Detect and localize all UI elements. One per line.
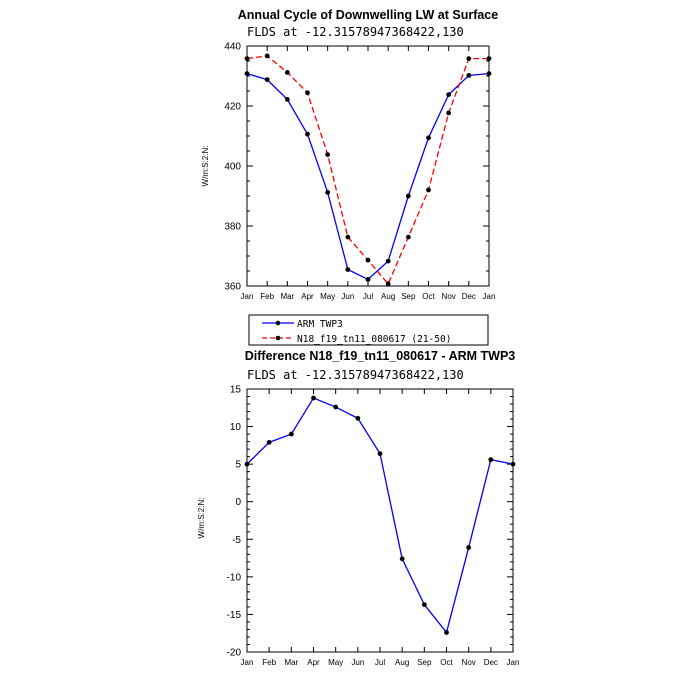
y-axis-label: W/m:S:2:N: xyxy=(197,498,206,539)
data-point xyxy=(284,97,290,102)
panel-difference: Difference N18_f19_tn11_080617 - ARM TWP… xyxy=(197,349,519,667)
legend-label-arm: ARM TWP3 xyxy=(297,319,343,330)
axes-ticks: Jan Feb Mar Apr May Jun Jul Aug Sep Oct Nov Dec Jan-… xyxy=(227,385,520,668)
y-tick-label: -5 xyxy=(232,535,241,546)
y-tick-label: -10 xyxy=(227,572,242,583)
data-point xyxy=(264,53,270,59)
data-point xyxy=(421,602,427,608)
data-point xyxy=(355,415,361,421)
x-tick-label: Sep xyxy=(417,658,432,667)
data-point xyxy=(444,630,449,635)
legend-label-model: N18_f19_tn11_080617 (21-50) xyxy=(297,334,451,345)
data-point xyxy=(311,395,316,401)
legend-marker-model xyxy=(275,335,281,341)
data-point xyxy=(266,439,272,445)
y-tick-label: 15 xyxy=(230,385,242,396)
data-point xyxy=(488,457,494,463)
data-point xyxy=(466,56,472,61)
x-tick-label: Aug xyxy=(395,658,409,667)
x-tick-label: Jun xyxy=(351,658,364,667)
chart-title: Difference N18_f19_tn11_080617 - ARM TWP… xyxy=(245,349,516,363)
data-point xyxy=(385,258,391,264)
y-tick-label: 10 xyxy=(230,422,242,433)
y-tick-label: 420 xyxy=(224,102,241,113)
y-axis-label: W/m:S:2:N: xyxy=(201,146,210,187)
data-point xyxy=(333,404,339,410)
chart-subtitle: FLDS at -12.31578947368422,130 xyxy=(247,25,464,39)
x-tick-label: Sep xyxy=(401,292,416,301)
x-tick-label: Aug xyxy=(381,292,395,301)
data-point xyxy=(466,73,472,78)
x-tick-label: Oct xyxy=(440,658,453,667)
axes-ticks: Jan Feb Mar Apr May Jun Jul Aug Sep Oct Nov Dec Jan3… xyxy=(224,42,495,302)
legend: ARM TWP3 N18_f19_tn11_080617 (21-50) xyxy=(248,314,489,346)
x-tick-label: Jan xyxy=(483,292,496,301)
x-tick-label: May xyxy=(328,658,343,667)
data-point xyxy=(385,281,391,287)
panel-annual-cycle: Annual Cycle of Downwelling LW at Surfac… xyxy=(201,8,498,346)
legend-box xyxy=(248,314,489,346)
data-point xyxy=(365,257,371,263)
x-tick-label: Nov xyxy=(442,292,456,301)
y-tick-label: 400 xyxy=(224,162,241,173)
data-point xyxy=(325,190,331,195)
chart-subtitle: FLDS at -12.31578947368422,130 xyxy=(247,368,464,382)
y-tick-label: 440 xyxy=(224,42,241,53)
y-tick-label: 0 xyxy=(235,497,241,508)
data-point xyxy=(446,92,452,97)
series-line-0 xyxy=(246,72,490,281)
x-tick-label: Feb xyxy=(262,658,276,667)
x-tick-label: Mar xyxy=(280,292,294,301)
data-point xyxy=(365,277,371,282)
data-point xyxy=(399,556,405,562)
data-point xyxy=(284,70,290,75)
data-point xyxy=(305,131,310,137)
data-point xyxy=(305,90,310,96)
x-tick-label: Jan xyxy=(507,658,520,667)
data-point xyxy=(466,545,472,550)
data-point xyxy=(345,267,351,272)
plot-frame xyxy=(246,45,490,287)
data-point xyxy=(325,152,331,158)
x-tick-label: Jun xyxy=(341,292,354,301)
data-point xyxy=(288,431,294,437)
x-tick-label: May xyxy=(320,292,335,301)
data-point xyxy=(426,187,431,193)
plot-frame xyxy=(246,388,514,653)
x-tick-label: Dec xyxy=(462,292,476,301)
y-tick-label: -20 xyxy=(227,648,242,659)
y-tick-label: 360 xyxy=(224,282,241,293)
y-tick-label: 5 xyxy=(235,460,241,471)
data-point xyxy=(446,110,452,116)
y-tick-label: 380 xyxy=(224,222,241,233)
legend-marker-arm xyxy=(275,320,281,326)
data-point xyxy=(377,451,383,457)
data-point xyxy=(264,77,270,82)
x-tick-label: Feb xyxy=(260,292,274,301)
data-point xyxy=(405,234,411,240)
x-tick-label: Apr xyxy=(301,292,314,301)
x-tick-label: Mar xyxy=(284,658,298,667)
plot-area xyxy=(244,53,492,287)
data-point xyxy=(405,193,411,199)
x-tick-label: Dec xyxy=(484,658,498,667)
x-tick-label: Jan xyxy=(241,292,254,301)
x-tick-label: Nov xyxy=(462,658,476,667)
x-tick-label: Oct xyxy=(422,292,435,301)
x-tick-label: Apr xyxy=(307,658,320,667)
x-tick-label: Jul xyxy=(375,658,385,667)
series-line-0 xyxy=(246,397,514,634)
x-tick-label: Jul xyxy=(363,292,373,301)
chart-title: Annual Cycle of Downwelling LW at Surfac… xyxy=(238,8,498,22)
x-tick-label: Jan xyxy=(241,658,254,667)
data-point xyxy=(345,234,351,240)
y-tick-label: -15 xyxy=(227,610,242,621)
plot-area xyxy=(244,395,516,635)
data-point xyxy=(426,135,431,141)
